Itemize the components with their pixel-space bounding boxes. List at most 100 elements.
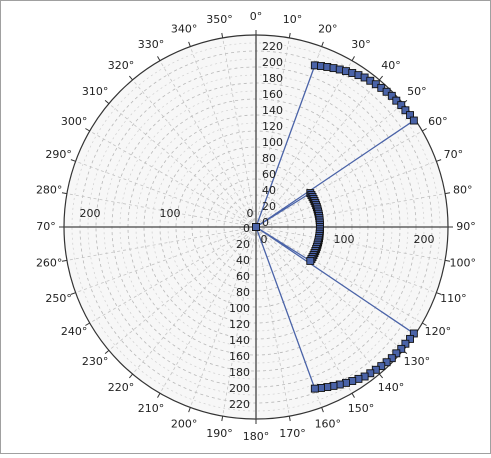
angle-label: 300°: [61, 115, 88, 128]
r-tick-label: 120: [262, 120, 283, 133]
angle-label: 240°: [61, 325, 88, 338]
spoke: [222, 37, 257, 228]
angle-tick: [157, 393, 161, 398]
angle-tick: [436, 159, 442, 162]
angle-label: 0°: [250, 10, 263, 23]
angle-tick: [188, 41, 191, 47]
marker: [401, 339, 410, 348]
angle-label: 60°: [428, 115, 448, 128]
angle-label: 260°: [36, 256, 63, 269]
marker: [401, 106, 410, 115]
angle-tick: [422, 322, 427, 326]
marker: [409, 116, 418, 125]
spoke: [255, 226, 353, 394]
spoke: [66, 193, 257, 228]
r-tick-label: 200: [229, 382, 250, 395]
angle-tick: [351, 393, 355, 398]
angle-label: 90°: [456, 220, 476, 233]
angle-tick: [351, 56, 355, 61]
r-tick-label: 80: [262, 152, 276, 165]
angle-tick: [61, 259, 68, 262]
marker: [392, 349, 401, 358]
angle-label: 200°: [171, 417, 198, 430]
marker: [392, 96, 401, 105]
spoke: [89, 130, 257, 228]
r-tick-label: 140: [262, 104, 283, 117]
r-tick-label: 100: [262, 136, 283, 149]
spoke: [108, 226, 257, 351]
spoke: [255, 160, 437, 228]
angle-tick: [288, 415, 291, 422]
r-tick-label: 200: [414, 233, 435, 246]
r-tick-label: 20: [262, 200, 276, 213]
angle-tick: [61, 192, 68, 195]
angle-label: 210°: [138, 402, 165, 415]
spoke: [132, 79, 257, 228]
r-tick-label: 60: [262, 168, 276, 181]
angle-tick: [422, 128, 427, 132]
angle-tick: [436, 292, 442, 295]
spoke: [189, 226, 257, 408]
r-tick-label: 200: [262, 56, 283, 69]
angle-label: 150°: [348, 402, 375, 415]
spoke: [255, 226, 446, 261]
marker: [382, 87, 391, 96]
r-tick-label: 80: [236, 286, 250, 299]
marker: [306, 256, 315, 265]
labels: 0° 10° 20° 30° 40° 50° 60° 70° 80° 90° 100° 110° 120…: [36, 10, 476, 443]
angle-tick: [104, 99, 110, 104]
angle-tick: [444, 259, 451, 262]
r-tick-label: 40: [236, 254, 250, 267]
angle-label: 140°: [378, 381, 405, 394]
r-tick-label: 0: [261, 233, 268, 246]
spoke: [255, 226, 404, 351]
marker: [397, 101, 406, 110]
angle-label: 20°: [318, 23, 338, 36]
r-tick-label: 0: [262, 216, 269, 229]
angle-label: 190°: [206, 427, 233, 440]
angle-label: 180°: [243, 430, 270, 443]
angle-tick: [288, 32, 291, 39]
r-tick-label: 200: [80, 207, 101, 220]
angle-tick: [157, 56, 161, 61]
r-tick-label: 120: [229, 318, 250, 331]
spoke: [255, 226, 423, 324]
marker: [252, 223, 260, 231]
spoke: [159, 60, 257, 228]
r-tick-label: 100: [334, 233, 355, 246]
spoke: [132, 226, 257, 375]
r-tick-label: 100: [160, 207, 181, 220]
angle-tick: [128, 75, 133, 81]
spoke: [255, 37, 290, 228]
spoke: [159, 226, 257, 394]
angle-label: 30°: [351, 38, 371, 51]
spoke: [189, 46, 257, 228]
spoke: [108, 103, 257, 228]
angle-label: 250°: [45, 292, 72, 305]
angle-label: 70°: [444, 148, 464, 161]
r-tick-label: 160: [229, 350, 250, 363]
angle-label: 230°: [82, 355, 109, 368]
r-tick-label: 100: [229, 302, 250, 315]
angle-label: 290°: [45, 148, 72, 161]
spoke: [255, 226, 380, 375]
angle-label: 280°: [36, 184, 63, 197]
angle-tick: [128, 373, 133, 379]
angle-label: 80°: [453, 184, 473, 197]
angle-label: 310°: [82, 85, 109, 98]
angle-tick: [444, 192, 451, 195]
angle-tick: [188, 407, 191, 413]
angle-tick: [321, 407, 324, 413]
spoke: [75, 226, 257, 294]
r-tick-label: 180: [262, 72, 283, 85]
angle-label: 350°: [206, 13, 233, 26]
r-tick-label: 220: [262, 40, 283, 53]
spoke: [222, 226, 257, 417]
angle-label: 70°: [36, 220, 56, 233]
angle-label: 330°: [138, 38, 165, 51]
angle-tick: [221, 32, 224, 39]
angle-tick: [85, 128, 90, 132]
angle-tick: [379, 373, 384, 379]
r-tick-label: 180: [229, 366, 250, 379]
